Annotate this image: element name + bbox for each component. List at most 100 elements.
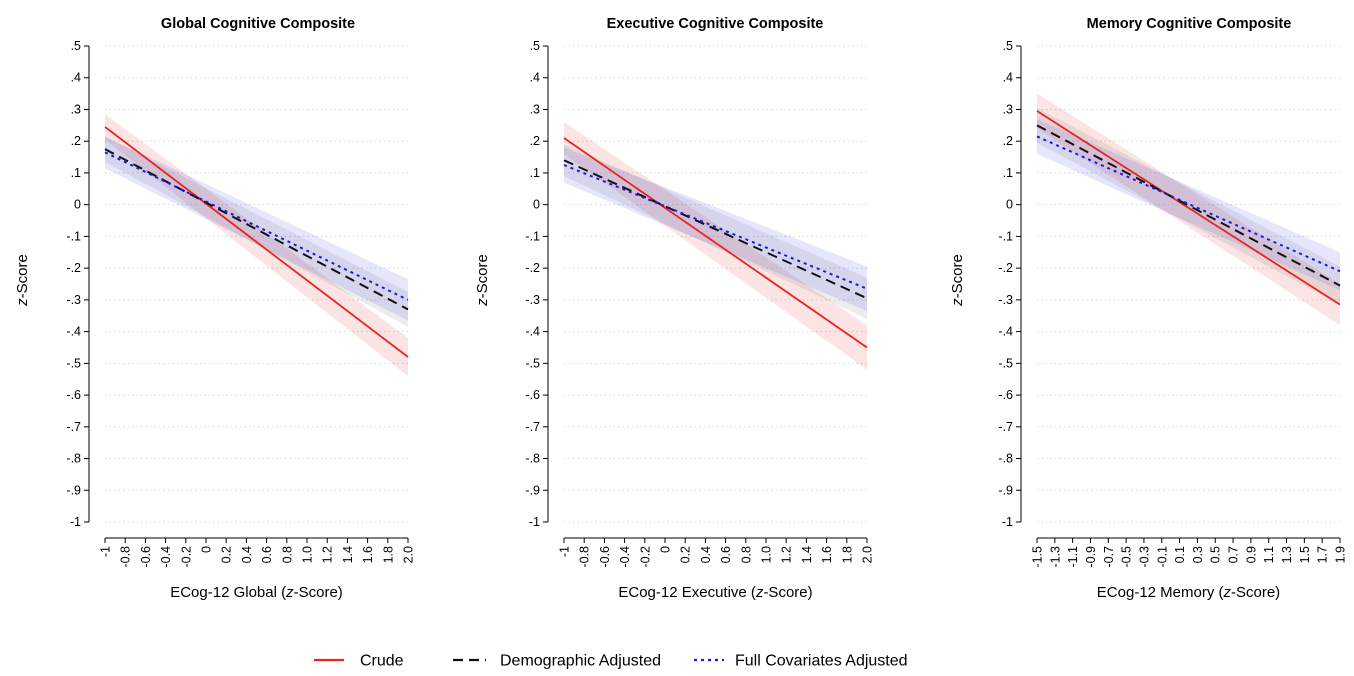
x-tick-label: 1.2 <box>780 546 794 563</box>
y-tick-label: -.9 <box>998 483 1013 497</box>
x-tick-label: 0.6 <box>719 546 733 563</box>
y-tick-label: -.5 <box>66 356 81 370</box>
y-tick-label: -1 <box>1002 515 1013 529</box>
ci-band-crude <box>1037 93 1340 326</box>
x-tick-label: 0.9 <box>1244 546 1258 563</box>
y-tick-label: 0 <box>74 198 81 212</box>
x-tick-label: -1.1 <box>1066 546 1080 568</box>
y-axis-label: z-Score <box>14 254 31 307</box>
x-tick-label: 0.4 <box>240 546 254 563</box>
y-tick-label: .4 <box>530 71 540 85</box>
x-tick-label: 1.2 <box>321 546 335 563</box>
y-tick-label: .3 <box>530 102 540 116</box>
y-tick-label: 0 <box>1006 198 1013 212</box>
y-tick-label: -.9 <box>525 483 540 497</box>
series-line-crude <box>104 126 409 358</box>
x-tick-label: -0.6 <box>139 546 153 568</box>
x-tick-label: 2.0 <box>861 546 875 563</box>
y-axis-label: z-Score <box>474 254 491 307</box>
x-tick-label: -0.8 <box>578 546 592 568</box>
y-tick-label: -.1 <box>66 229 81 243</box>
x-tick-label: -1.5 <box>1031 546 1045 568</box>
y-tick-label: -.7 <box>998 420 1013 434</box>
y-tick-label: -.2 <box>998 261 1013 275</box>
x-tick-label: 1.6 <box>820 546 834 563</box>
x-tick-label: 0.1 <box>1173 546 1187 563</box>
x-tick-label: -0.3 <box>1137 546 1151 568</box>
ci-band-crude <box>105 114 408 377</box>
y-tick-label: -.9 <box>66 483 81 497</box>
y-tick-label: -.8 <box>66 452 81 466</box>
x-tick-label: -1 <box>558 546 572 557</box>
y-tick-label: 0 <box>533 198 540 212</box>
x-tick-label: 0.4 <box>699 546 713 563</box>
x-tick-label: -0.4 <box>159 546 173 568</box>
chart-title: Executive Cognitive Composite <box>607 16 824 32</box>
x-tick-label: -0.6 <box>598 546 612 568</box>
y-axis-label: z-Score <box>949 254 966 307</box>
x-tick-label: -0.1 <box>1155 546 1169 568</box>
series-line-demo <box>563 159 868 300</box>
x-tick-label: -0.8 <box>119 546 133 568</box>
x-tick-label: 1.4 <box>341 546 355 563</box>
y-tick-label: -.1 <box>525 229 540 243</box>
x-tick-label: 1.8 <box>840 546 854 563</box>
series-line-full <box>104 151 409 301</box>
series-line-crude <box>563 137 868 349</box>
x-tick-label: 1.8 <box>381 546 395 563</box>
ci-band-full <box>1037 118 1340 291</box>
y-tick-label: -.3 <box>66 293 81 307</box>
x-tick-label: -0.7 <box>1102 546 1116 568</box>
x-tick-label: 2.0 <box>402 546 416 563</box>
ci-band-demo <box>564 144 867 319</box>
x-tick-label: 0.8 <box>280 546 294 563</box>
y-tick-label: -.6 <box>66 388 81 402</box>
y-tick-label: -1 <box>529 515 540 529</box>
x-tick-label: 0 <box>659 546 673 553</box>
x-tick-label: 1.5 <box>1298 546 1312 563</box>
chart-title: Memory Cognitive Composite <box>1087 16 1292 32</box>
y-tick-label: -.4 <box>998 325 1013 339</box>
legend-label-crude: Crude <box>360 653 404 670</box>
y-tick-label: -.4 <box>66 325 81 339</box>
x-tick-label: -0.2 <box>638 546 652 568</box>
y-tick-label: .5 <box>1003 39 1013 53</box>
y-tick-label: .1 <box>530 166 540 180</box>
x-tick-label: 1.0 <box>301 546 315 563</box>
y-tick-label: -.3 <box>998 293 1013 307</box>
y-tick-label: .3 <box>1003 102 1013 116</box>
x-tick-label: 1.6 <box>361 546 375 563</box>
series-line-demo <box>104 148 409 311</box>
ci-band-full <box>105 136 408 321</box>
x-tick-label: -0.5 <box>1120 546 1134 568</box>
y-tick-label: -.2 <box>66 261 81 275</box>
legend: Crude Demographic Adjusted Full Covariates… <box>314 653 908 670</box>
legend-label-demo: Demographic Adjusted <box>500 653 661 670</box>
x-axis-label: ECog-12 Memory (z-Score) <box>1097 584 1280 601</box>
x-tick-label: -1 <box>99 546 113 557</box>
y-tick-label: .5 <box>71 39 81 53</box>
x-tick-label: 1.4 <box>800 546 814 563</box>
x-tick-label: 0.3 <box>1191 546 1205 563</box>
series-line-full <box>563 164 868 290</box>
y-tick-label: -.5 <box>998 356 1013 370</box>
x-tick-label: 0.2 <box>220 546 234 563</box>
chart-panel-1: Global Cognitive Composite .5 .4 .3 .2 .1 0 -.1… <box>14 16 416 601</box>
x-tick-label: 1.1 <box>1262 546 1276 563</box>
y-tick-label: -.8 <box>998 452 1013 466</box>
series-line-demo <box>1036 124 1341 287</box>
y-tick-label: .1 <box>71 166 81 180</box>
y-tick-label: -.5 <box>525 356 540 370</box>
x-tick-label: -1.3 <box>1048 546 1062 568</box>
y-tick-label: .2 <box>530 134 540 148</box>
y-tick-label: .2 <box>1003 134 1013 148</box>
y-tick-label: -.7 <box>525 420 540 434</box>
x-tick-label: -0.9 <box>1084 546 1098 568</box>
chart-title: Global Cognitive Composite <box>161 16 355 32</box>
y-tick-label: -1 <box>70 515 81 529</box>
y-tick-label: .4 <box>71 71 81 85</box>
x-tick-label: 1.0 <box>760 546 774 563</box>
x-tick-label: 0 <box>200 546 214 553</box>
